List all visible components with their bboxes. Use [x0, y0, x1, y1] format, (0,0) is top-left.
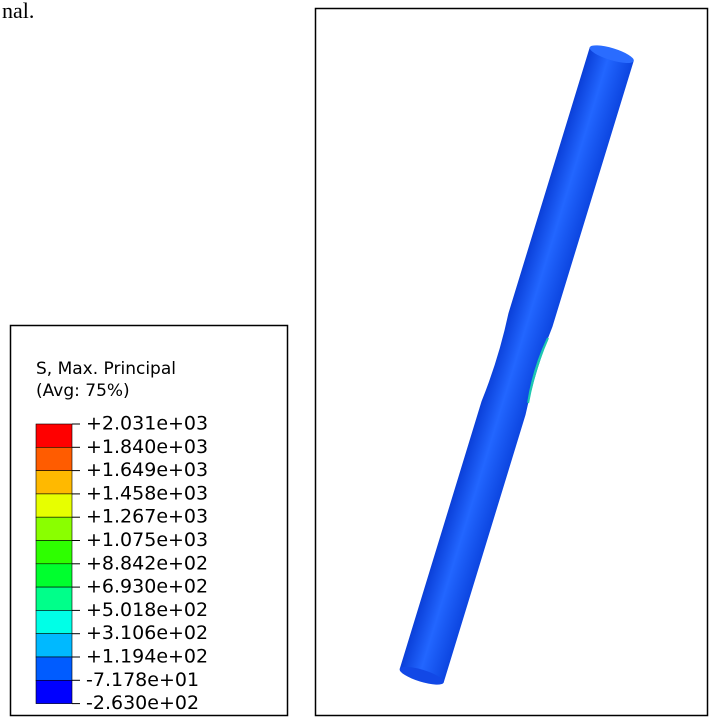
legend-label: +6.930e+02	[86, 576, 208, 598]
text-fragment: nal.	[2, 0, 34, 23]
color-band	[36, 494, 72, 517]
color-band	[36, 447, 72, 470]
legend-title: S, Max. Principal	[36, 359, 176, 379]
legend-label: -7.178e+01	[86, 669, 199, 691]
legend-label: -2.630e+02	[86, 692, 199, 714]
legend-label: +1.075e+03	[86, 529, 208, 551]
legend-label: +1.649e+03	[86, 459, 208, 481]
legend-label: +1.458e+03	[86, 482, 208, 504]
color-band	[36, 471, 72, 494]
legend-label: +2.031e+03	[86, 413, 208, 435]
color-band	[36, 657, 72, 680]
color-band	[36, 541, 72, 564]
color-band	[36, 587, 72, 610]
color-band	[36, 424, 72, 447]
legend-label: +1.840e+03	[86, 436, 208, 458]
color-band	[36, 680, 72, 703]
legend-label: +3.106e+02	[86, 622, 208, 644]
legend-label: +1.267e+03	[86, 506, 208, 528]
legend-label: +8.842e+02	[86, 552, 208, 574]
legend-subtitle: (Avg: 75%)	[36, 381, 130, 401]
color-band	[36, 517, 72, 540]
legend-label: +5.018e+02	[86, 599, 208, 621]
color-band	[36, 634, 72, 657]
page: nal. S, Max. Principal (Avg: 75%) +2.031…	[0, 0, 716, 722]
color-band	[36, 610, 72, 633]
figure: nal. S, Max. Principal (Avg: 75%) +2.031…	[0, 0, 716, 722]
color-band	[36, 564, 72, 587]
legend-label: +1.194e+02	[86, 646, 208, 668]
